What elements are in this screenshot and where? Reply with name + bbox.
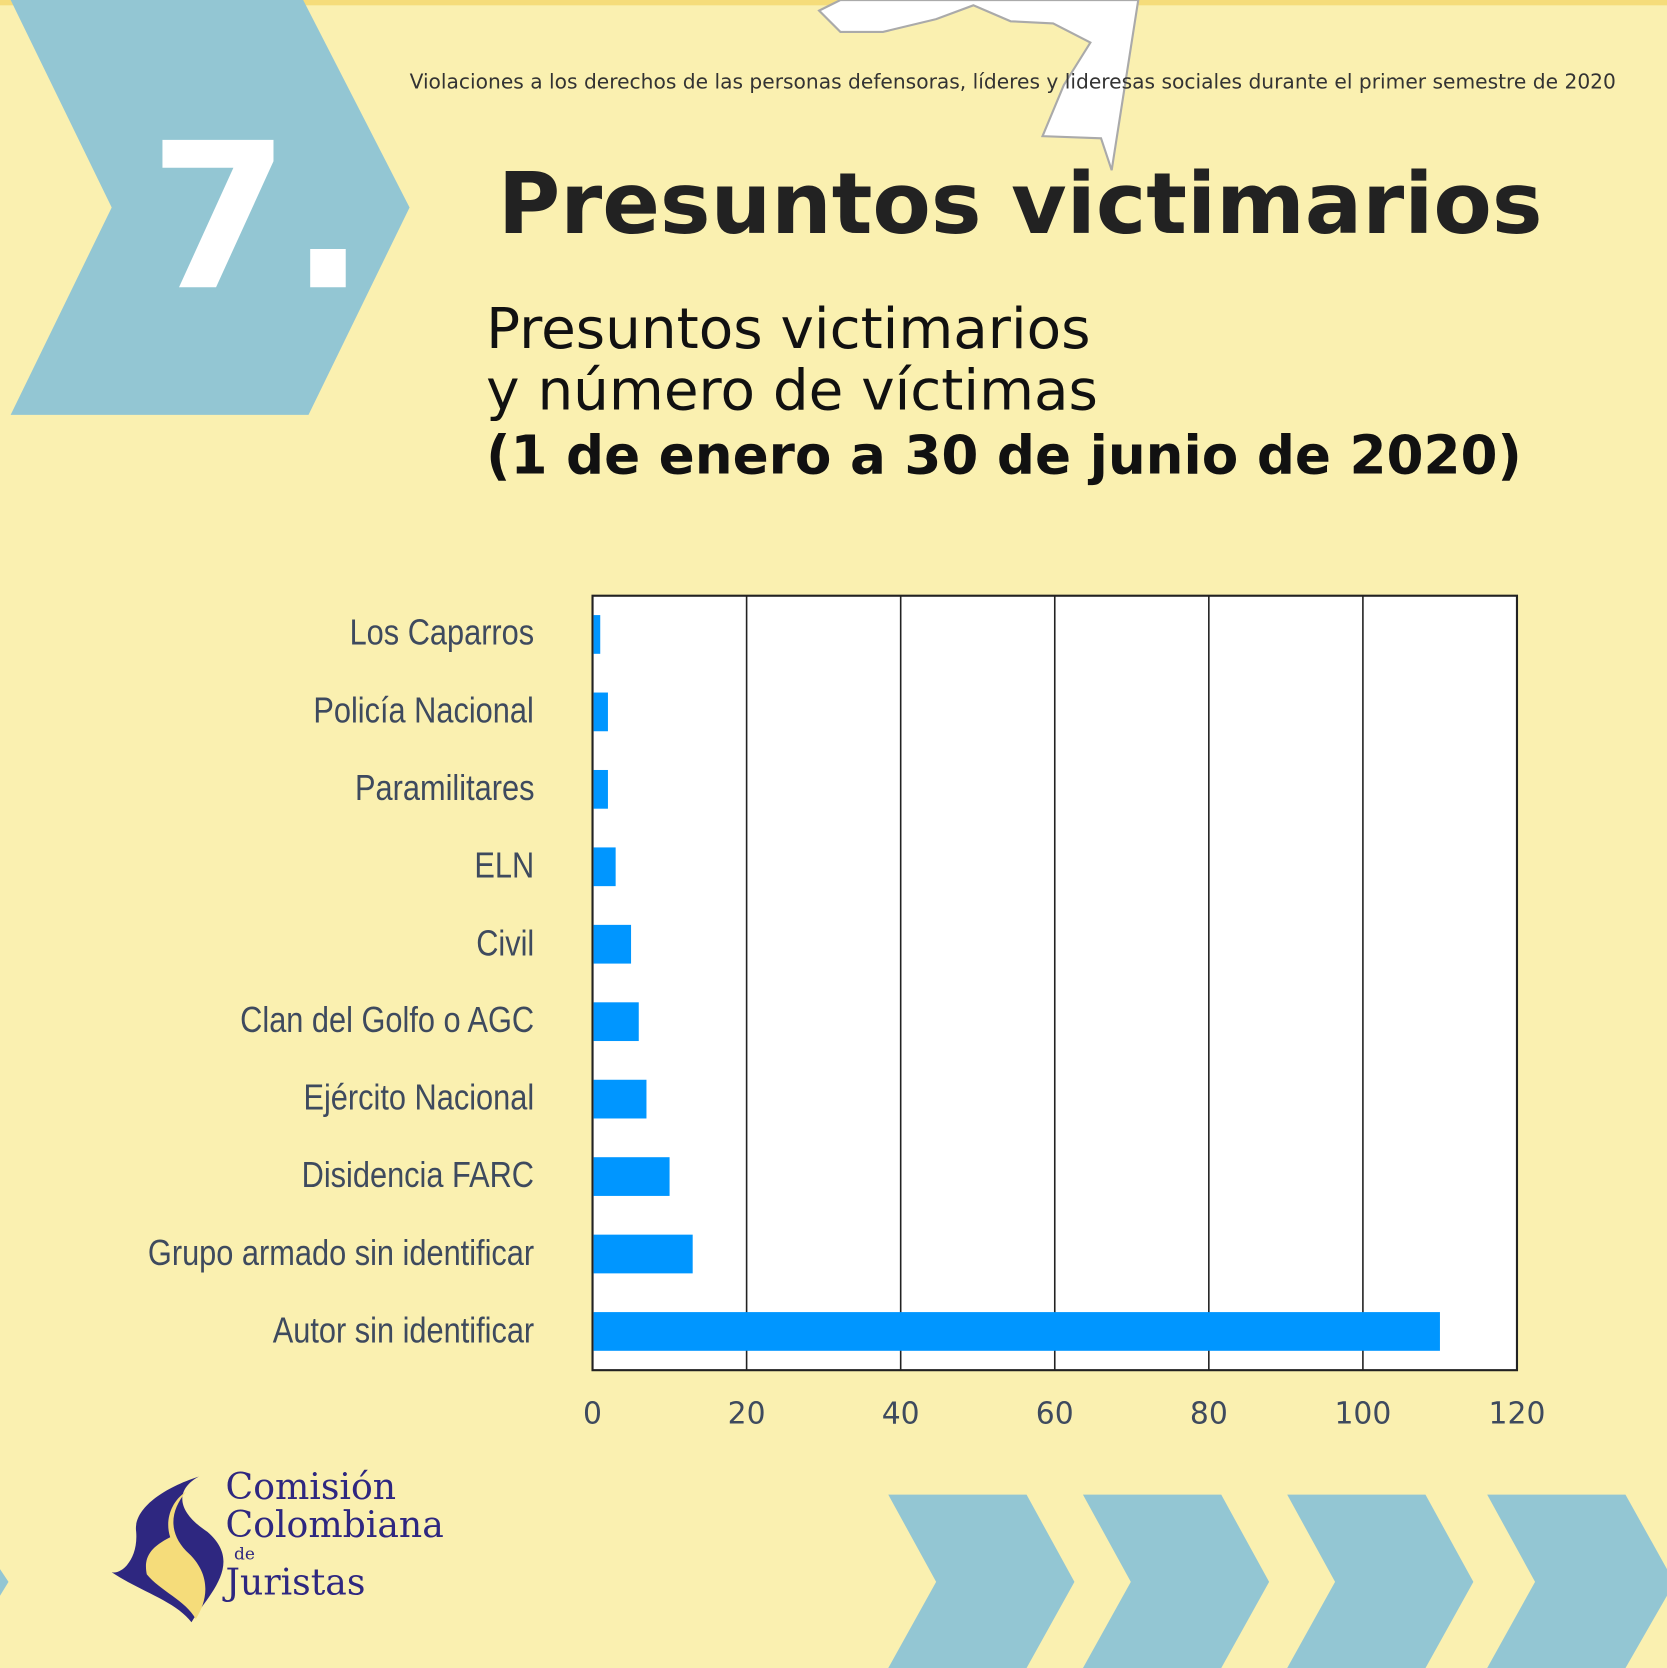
- section-number: 7.: [148, 99, 367, 336]
- logo-line-4: Juristas: [225, 1561, 366, 1605]
- x-tick-label: 0: [583, 1395, 603, 1431]
- bar: [593, 924, 632, 964]
- bar: [593, 615, 601, 654]
- header-text: Violaciones a los derechos de las person…: [409, 70, 1616, 94]
- number-chevron: [10, 0, 410, 415]
- category-label: Disidencia FARC: [301, 1155, 535, 1196]
- bar: [593, 1079, 647, 1119]
- x-tick-label: 100: [1334, 1395, 1392, 1431]
- bar: [593, 847, 616, 887]
- category-label: Grupo armado sin identificar: [147, 1232, 535, 1274]
- x-tick-label: 40: [881, 1395, 920, 1431]
- logo-line-3: de: [234, 1543, 256, 1564]
- x-tick-label: 80: [1189, 1395, 1228, 1431]
- logo: Comisión Colombiana de Juristas: [226, 1468, 444, 1602]
- bar: [593, 1234, 693, 1274]
- chart-title-line-1: Presuntos victimarios: [486, 296, 1091, 362]
- bar: [593, 1157, 670, 1196]
- x-tick-label: 120: [1488, 1395, 1546, 1431]
- category-label: ELN: [474, 845, 535, 886]
- chart-title-line-2: y número de víctimas: [486, 358, 1098, 424]
- bar: [593, 692, 608, 732]
- logo-line-2: Colombiana: [225, 1504, 444, 1547]
- category-label: Los Caparros: [349, 613, 535, 654]
- chart-title-line-3: (1 de enero a 30 de junio de 2020): [486, 424, 1522, 487]
- category-label: Clan del Golfo o AGC: [240, 1000, 535, 1041]
- category-label: Autor sin identificar: [272, 1310, 535, 1351]
- category-label: Civil: [475, 922, 535, 964]
- bar: [593, 1312, 1440, 1351]
- bar: [593, 769, 608, 809]
- category-label: Paramilitares: [354, 768, 535, 809]
- logo-line-1: Comisión: [225, 1465, 397, 1509]
- page-title: Presuntos victimarios: [497, 154, 1543, 254]
- category-label: Ejército Nacional: [303, 1077, 535, 1119]
- category-label: Policía Nacional: [313, 690, 535, 732]
- map-icon: [817, 0, 1140, 171]
- x-tick-label: 60: [1035, 1395, 1074, 1431]
- bar: [593, 1002, 639, 1042]
- bottom-chevrons: [0, 1494, 1667, 1668]
- x-tick-label: 20: [727, 1395, 766, 1431]
- logo-mark-icon: [111, 1476, 224, 1623]
